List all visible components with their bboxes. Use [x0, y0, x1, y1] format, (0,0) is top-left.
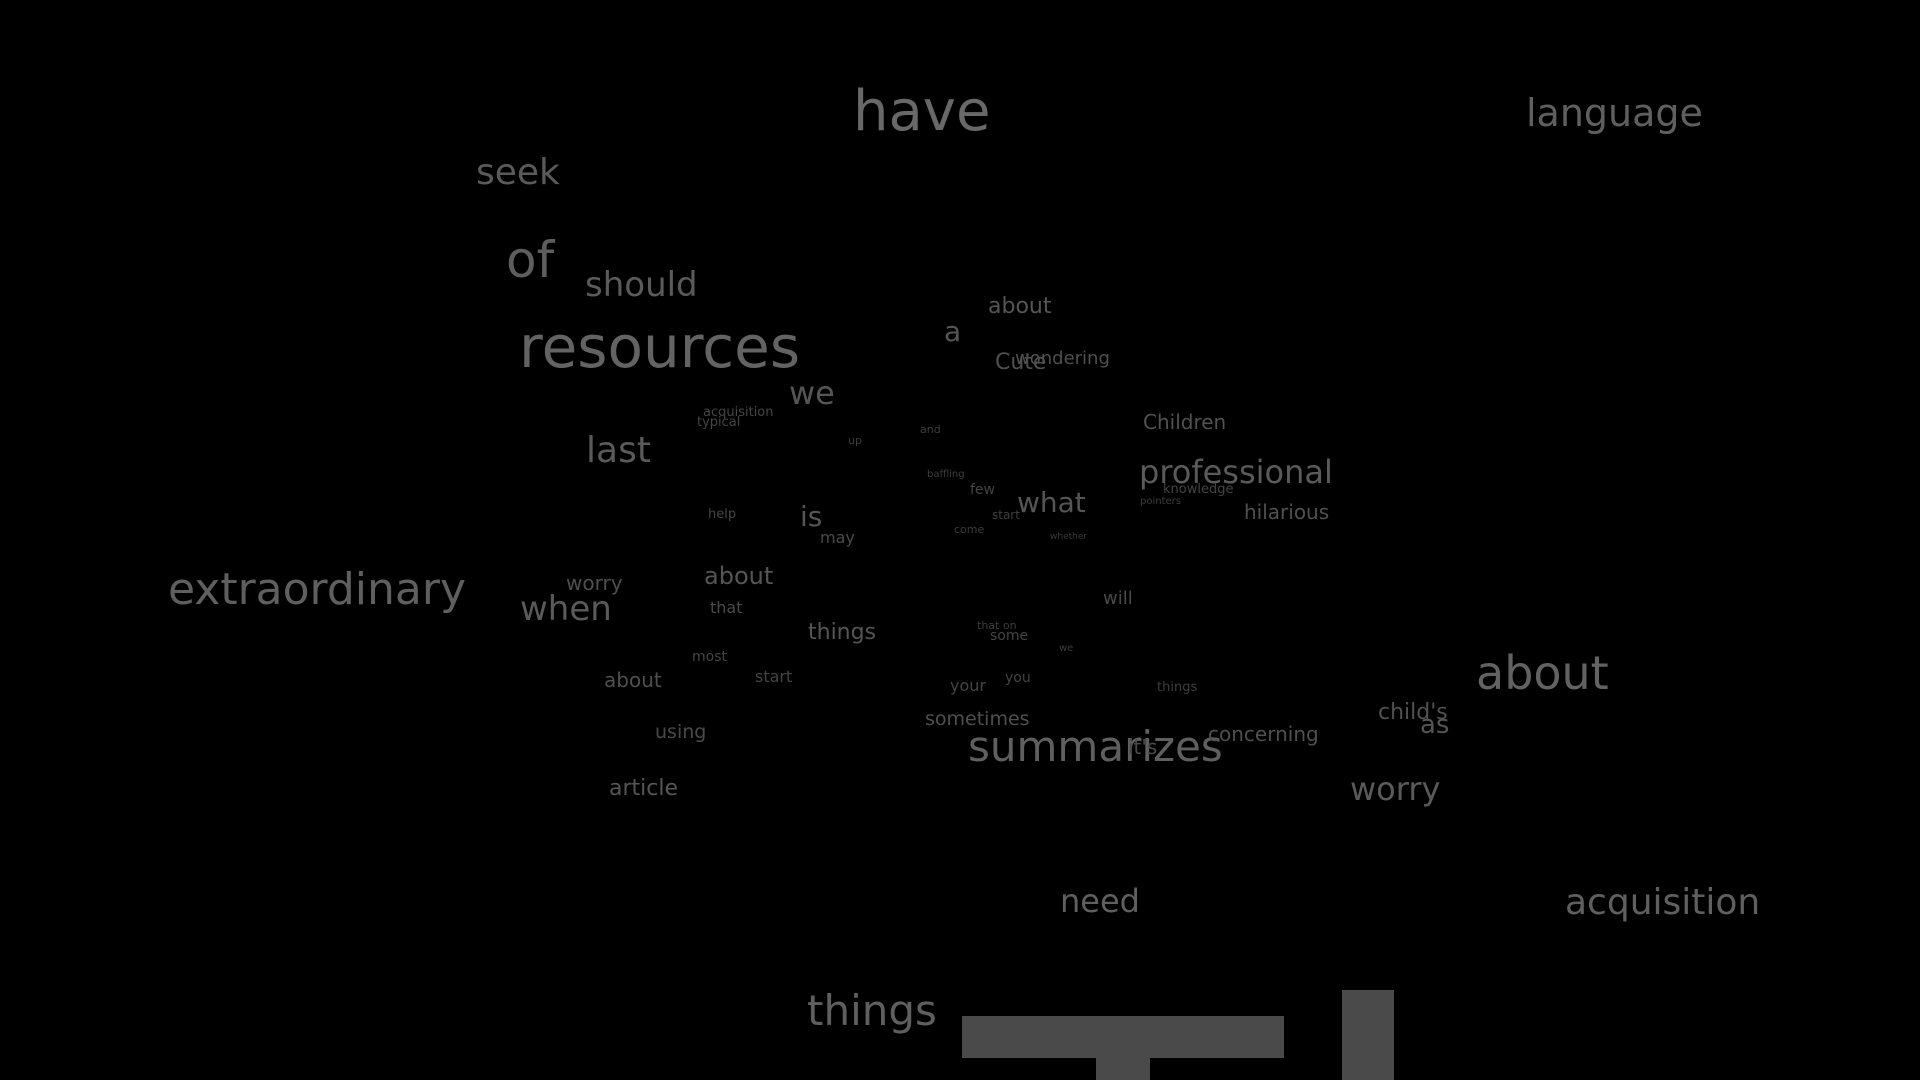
word-most: most	[692, 649, 727, 665]
word-resources: resources	[519, 313, 801, 381]
word-things-small: things	[1157, 680, 1198, 695]
word-extraordinary: extraordinary	[168, 564, 467, 615]
word-that-on: that on	[977, 619, 1017, 632]
word-we-small: we	[1059, 643, 1074, 654]
word-childs: child's	[1378, 700, 1448, 725]
word-about-left: about	[604, 668, 662, 692]
word-typical: typical	[697, 415, 741, 430]
word-will: will	[1103, 588, 1133, 609]
word-wondering: wondering	[1015, 348, 1110, 369]
word-article: article	[609, 776, 679, 801]
word-acquisition-large: acquisition	[1565, 882, 1761, 923]
word-as: as	[1420, 710, 1450, 740]
word-need: need	[1060, 882, 1140, 920]
word-sometimes: sometimes	[925, 708, 1030, 730]
word-few: few	[970, 482, 995, 498]
word-start-small: start	[992, 508, 1020, 522]
word-come: come	[954, 523, 985, 536]
word-when: when	[520, 589, 612, 629]
word-is: is	[800, 500, 823, 533]
word-should: should	[585, 265, 698, 305]
word-things-mid: things	[808, 620, 877, 645]
word-using: using	[655, 721, 707, 743]
word-start: start	[755, 667, 793, 686]
word-baffling: baffling	[927, 469, 965, 480]
word-concerning: concerning	[1208, 722, 1319, 746]
word-language: language	[1526, 91, 1703, 135]
word-what: what	[1017, 486, 1086, 519]
word-have: have	[853, 79, 991, 144]
word-that: that	[710, 598, 743, 617]
word-acquisition-small: acquisition	[703, 405, 774, 420]
word-its: it's	[1128, 735, 1158, 759]
word-about: about	[988, 294, 1052, 319]
word-and: and	[920, 423, 941, 436]
word-seek: seek	[476, 152, 560, 193]
word-may: may	[820, 528, 855, 547]
word-summarizes: summarizes	[968, 722, 1223, 771]
word-last: last	[586, 430, 651, 471]
word-pointers: pointers	[1140, 496, 1181, 507]
word-of: of	[506, 231, 555, 289]
word-some: some	[990, 628, 1029, 644]
word-worry-small: worry	[566, 571, 623, 595]
giant-glyph-stroke	[1342, 990, 1394, 1080]
word-your: your	[950, 676, 986, 695]
word-you: you	[1005, 670, 1031, 686]
giant-glyph-t-stem	[1096, 1016, 1150, 1080]
word-children: Children	[1143, 410, 1227, 434]
word-things-large: things	[807, 986, 937, 1035]
word-cute: Cute	[995, 350, 1047, 375]
word-knowledge: knowledge	[1163, 482, 1234, 497]
word-up: up	[848, 434, 862, 447]
word-professional: professional	[1139, 453, 1333, 491]
word-hilarious: hilarious	[1244, 500, 1330, 524]
word-worry-large: worry	[1350, 770, 1441, 808]
word-help: help	[708, 507, 737, 522]
word-about-mid: about	[704, 562, 774, 590]
word-a: a	[944, 315, 962, 348]
word-about-large: about	[1476, 646, 1609, 700]
word-whether: whether	[1050, 532, 1088, 542]
word-we: we	[789, 374, 835, 412]
